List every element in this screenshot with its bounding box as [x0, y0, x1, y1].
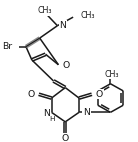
Text: N: N — [59, 21, 66, 30]
Text: O: O — [28, 90, 35, 99]
Text: Br: Br — [2, 42, 12, 51]
Text: O: O — [62, 61, 70, 70]
Text: CH₃: CH₃ — [81, 11, 95, 20]
Text: H: H — [50, 116, 55, 122]
Text: N: N — [43, 109, 50, 118]
Text: O: O — [96, 90, 103, 99]
Text: CH₃: CH₃ — [37, 6, 52, 15]
Text: O: O — [62, 133, 69, 142]
Text: N: N — [83, 108, 90, 117]
Text: CH₃: CH₃ — [104, 70, 119, 79]
